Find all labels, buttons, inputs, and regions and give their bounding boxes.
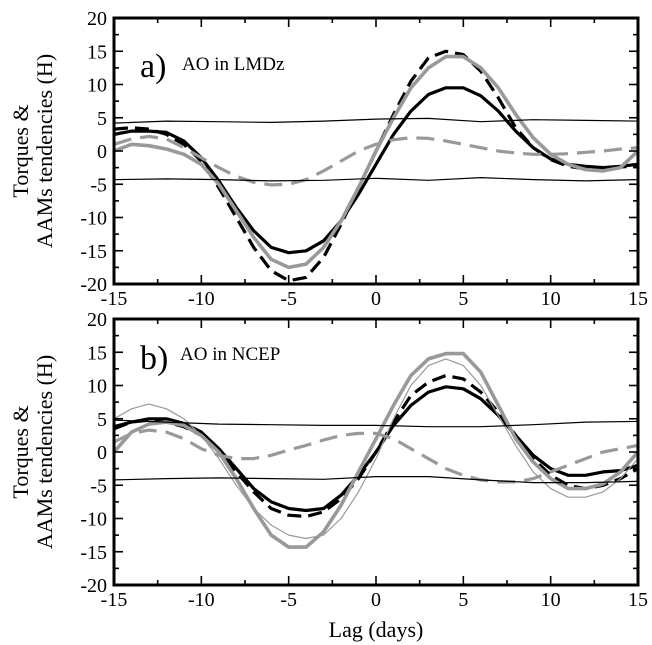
y-tick-label-b: -5	[90, 475, 107, 497]
x-tick-label-a: 15	[628, 288, 648, 310]
x-tick-label-a: -10	[188, 288, 215, 310]
y-tick-label-b: -20	[80, 575, 107, 597]
series-line-b-6-thin-black-solid	[114, 419, 638, 428]
y-tick-label-a: 0	[97, 141, 107, 163]
x-tick-label-a: 10	[541, 288, 561, 310]
panel-a-ylabel-line1: Torques &	[8, 104, 33, 197]
x-axis-label: Lag (days)	[329, 617, 424, 642]
panel-a-title: AO in LMDz	[182, 54, 284, 75]
y-tick-label-a: -5	[90, 174, 107, 196]
y-tick-label-b: 15	[87, 342, 107, 364]
y-tick-label-a: 5	[97, 108, 107, 130]
x-tick-label-a: 0	[371, 288, 381, 310]
series-line-a-5-thin-black-solid	[114, 117, 638, 124]
series-line-a-4-thick-gray-dashed	[114, 134, 638, 187]
panel-a: a) AO in LMDz Torques & AAMs tendencies …	[8, 48, 284, 248]
x-tick-label-b: 10	[541, 589, 561, 611]
x-tick-label-b: 15	[628, 589, 648, 611]
y-tick-label-b: -15	[80, 542, 107, 564]
y-tick-label-b: 20	[87, 309, 107, 331]
x-tick-label-b: -5	[280, 589, 297, 611]
x-tick-label-b: 5	[458, 589, 468, 611]
panel-b-ylabel-line1: Torques &	[8, 405, 33, 498]
y-tick-label-b: -10	[80, 509, 107, 531]
x-tick-label-a: -15	[101, 288, 128, 310]
x-tick-label-b: 0	[371, 589, 381, 611]
series-group-a	[114, 49, 638, 283]
y-tick-label-a: -20	[80, 274, 107, 296]
y-tick-label-a: 10	[87, 75, 107, 97]
series-group-b	[114, 351, 638, 549]
y-tick-label-a: -15	[80, 241, 107, 263]
y-tick-label-a: 15	[87, 41, 107, 63]
panel-b-title: AO in NCEP	[180, 344, 280, 365]
series-line-b-2-thick-black-dashed	[114, 373, 638, 519]
y-tick-label-b: 0	[97, 442, 107, 464]
series-line-b-4-thick-gray-dashed	[114, 428, 638, 484]
x-tick-label-b: -10	[188, 589, 215, 611]
x-tick-label-b: -15	[101, 589, 128, 611]
series-line-b-5-thin-gray-solid	[114, 358, 638, 540]
panel-b: b) AO in NCEP Torques & AAMs tendencies …	[8, 340, 423, 642]
panel-b-ylabel-line2: AAMs tendencies (H)	[32, 355, 57, 549]
y-tick-label-a: 20	[87, 8, 107, 30]
y-tick-label-a: -10	[80, 208, 107, 230]
panel-a-ylabel-line2: AAMs tendencies (H)	[32, 54, 57, 248]
x-tick-label-a: -5	[280, 288, 297, 310]
y-tick-label-b: 5	[97, 409, 107, 431]
series-line-b-1-thick-black-solid	[114, 385, 638, 513]
series-line-a-6-thin-black-solid	[114, 177, 638, 182]
series-line-a-1-thick-black-solid	[114, 86, 638, 255]
panel-b-letter: b)	[140, 340, 168, 377]
series-line-b-7-thin-black-solid	[114, 476, 638, 484]
panel-a-letter: a)	[140, 48, 166, 85]
x-tick-label-a: 5	[458, 288, 468, 310]
y-tick-label-b: 10	[87, 376, 107, 398]
